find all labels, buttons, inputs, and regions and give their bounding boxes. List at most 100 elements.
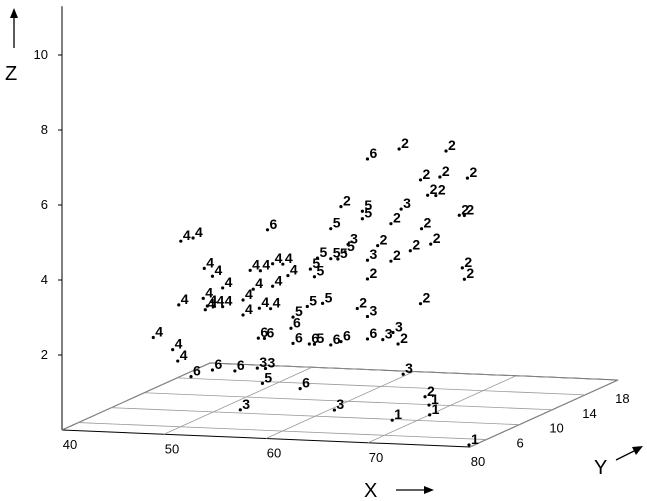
y-axis-label: Y bbox=[594, 457, 607, 479]
point bbox=[339, 205, 343, 209]
point-label: 2 bbox=[423, 166, 431, 182]
point-label: 4 bbox=[175, 336, 183, 352]
x-tick-label: 40 bbox=[63, 437, 77, 452]
point bbox=[460, 266, 464, 270]
point-label: 2 bbox=[412, 237, 420, 253]
point-label: 5 bbox=[364, 197, 372, 213]
point-label: 5 bbox=[340, 245, 348, 261]
point bbox=[281, 262, 285, 266]
point-label: 6 bbox=[302, 375, 310, 391]
point-label: 4 bbox=[245, 301, 253, 317]
point bbox=[360, 209, 364, 213]
point bbox=[365, 337, 370, 341]
point-label: 4 bbox=[155, 324, 163, 340]
point bbox=[256, 336, 260, 340]
point-label: 3 bbox=[267, 354, 275, 370]
point-label: 5 bbox=[316, 263, 324, 279]
point bbox=[355, 306, 359, 311]
point bbox=[298, 387, 302, 391]
y-grid-line bbox=[177, 377, 586, 396]
x-tick-label: 80 bbox=[471, 454, 485, 469]
point-label: 3 bbox=[403, 195, 411, 211]
point bbox=[257, 306, 261, 310]
point bbox=[376, 244, 380, 248]
point bbox=[312, 275, 317, 279]
point bbox=[176, 359, 180, 363]
z-tick-label: 10 bbox=[34, 47, 48, 62]
point-label: 4 bbox=[273, 295, 281, 311]
x-arrow-head bbox=[424, 486, 434, 494]
point bbox=[262, 336, 267, 341]
point bbox=[346, 242, 350, 247]
point-label: 4 bbox=[290, 262, 298, 278]
point-label: 5 bbox=[295, 303, 303, 319]
point bbox=[408, 249, 412, 253]
point-label: 2 bbox=[433, 230, 441, 246]
z-tick-label: 2 bbox=[41, 347, 48, 362]
point-label: 4 bbox=[255, 275, 263, 291]
point bbox=[307, 342, 311, 346]
y-grid-line bbox=[144, 392, 553, 411]
point bbox=[221, 286, 225, 290]
point-label: 6 bbox=[266, 324, 274, 340]
point-label: 6 bbox=[333, 331, 341, 347]
point-label: 3 bbox=[385, 326, 393, 342]
point-label: 4 bbox=[195, 224, 203, 240]
point bbox=[332, 408, 337, 412]
point bbox=[419, 227, 424, 231]
point-label: 4 bbox=[206, 254, 214, 270]
point-label: 6 bbox=[369, 145, 377, 161]
point bbox=[305, 304, 309, 309]
point bbox=[365, 277, 370, 281]
point-label: 2 bbox=[393, 210, 401, 226]
point bbox=[428, 413, 432, 417]
z-arrow-head bbox=[10, 8, 18, 18]
point-label: 5 bbox=[333, 215, 341, 231]
point-label: 4 bbox=[216, 292, 224, 308]
point bbox=[390, 418, 394, 422]
point-label: 6 bbox=[237, 357, 245, 373]
point-label: 4 bbox=[225, 274, 233, 290]
point bbox=[426, 193, 430, 197]
point-label: 2 bbox=[464, 254, 472, 270]
point bbox=[365, 258, 370, 262]
point bbox=[329, 343, 333, 347]
point-label: 5 bbox=[333, 245, 341, 261]
point bbox=[336, 257, 340, 261]
y-tick-label: 18 bbox=[615, 391, 629, 406]
point-label: 3 bbox=[405, 360, 413, 376]
point-label: 6 bbox=[343, 328, 351, 344]
point bbox=[418, 302, 423, 306]
point bbox=[465, 176, 470, 180]
point bbox=[423, 395, 427, 399]
point bbox=[389, 222, 393, 226]
point-label: 4 bbox=[275, 250, 283, 266]
x-grid-line bbox=[367, 375, 517, 444]
point-label: 3 bbox=[259, 354, 267, 370]
point-label: 4 bbox=[275, 272, 283, 288]
point-label: 5 bbox=[325, 289, 333, 305]
point bbox=[329, 227, 333, 231]
point-label: 4 bbox=[214, 262, 222, 278]
point bbox=[438, 175, 442, 179]
point bbox=[434, 193, 438, 198]
point-label: 6 bbox=[270, 216, 278, 232]
point-label: 6 bbox=[295, 329, 303, 345]
point-label: 5 bbox=[347, 238, 355, 254]
point bbox=[462, 277, 466, 281]
point bbox=[238, 408, 242, 412]
point bbox=[241, 298, 245, 302]
point bbox=[462, 213, 466, 218]
point bbox=[171, 347, 175, 352]
point-label: 2 bbox=[424, 215, 432, 231]
point bbox=[381, 337, 385, 342]
point bbox=[467, 443, 471, 447]
point bbox=[312, 342, 317, 346]
point-label: 4 bbox=[205, 284, 213, 300]
x-grid-line bbox=[469, 379, 619, 448]
point-label: 5 bbox=[309, 292, 317, 308]
point bbox=[202, 266, 206, 271]
point bbox=[365, 314, 370, 319]
point bbox=[177, 303, 181, 307]
